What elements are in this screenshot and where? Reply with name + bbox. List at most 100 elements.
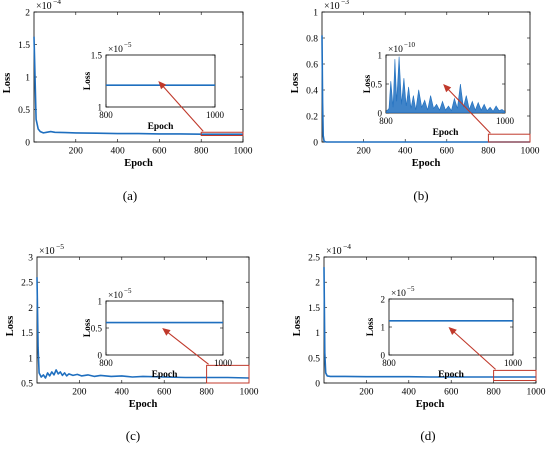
main-xtick-label: 1000 [240,388,259,398]
subplot-c: 0.5 1 1.5 2 2.5 3 200 400 600 800 1000 Epoch Loss ×10… [5,242,259,443]
main-ytick-label: 0 [25,139,30,149]
inset-plot: 0 0.5 1 800 1000 Epoch Loss ×10 −10 [363,41,515,138]
x-axis-label: Epoch [124,158,153,169]
main-xtick-label: 400 [398,147,413,157]
main-ytick-label: 2 [28,304,33,314]
inset-x-axis-label: Epoch [148,122,175,132]
zoom-arrow [166,331,209,365]
main-ytick-label: 0 [313,139,318,149]
main-xtick-label: 800 [486,388,501,398]
inset-series [386,56,505,113]
main-xtick-label: 200 [356,147,371,157]
inset-xtick-label: 800 [99,110,113,120]
y-multiplier-exponent: −4 [53,0,61,6]
inset-y-axis-label: Loss [83,71,93,90]
inset-ytick-label: 1.5 [91,51,103,61]
inset-ytick-label: 0 [381,351,386,361]
inset-xtick-label: 1000 [206,110,225,120]
zoom-arrow [452,330,496,370]
inset-y-axis-label: Loss [363,74,373,93]
main-ytick-label: 0 [315,380,320,390]
inset-x-axis-label: Epoch [152,370,179,380]
y-multiplier: ×10 −4 [36,0,61,12]
main-xtick-label: 600 [152,147,167,157]
main-xtick-label: 800 [199,388,214,398]
main-ytick-label: 1.5 [18,41,30,51]
y-multiplier-exponent: −3 [341,0,349,6]
x-axis-label: Epoch [129,399,158,410]
main-xtick-label: 800 [481,147,496,157]
inset-xtick-label: 1000 [504,358,523,368]
main-xtick-label: 1000 [527,388,546,398]
inset-y-axis-label: Loss [83,318,93,337]
subplot-caption: (d) [420,428,435,443]
inset-y-axis-label: Loss [366,317,376,336]
main-ytick-label: 0.6 [306,61,318,71]
subplot-b: 0 0.2 0.4 0.6 0.8 1 200 400 600 800 1000 Epoch Loss ×… [290,0,540,203]
subplot-caption: (c) [126,428,140,443]
y-axis-label: Loss [290,73,301,93]
zoom-window [493,369,537,381]
main-xtick-label: 200 [359,388,374,398]
inset-multiplier-base: ×10 [388,45,403,55]
loss-curve [321,35,530,143]
main-xtick-label: 800 [194,147,209,157]
inset-plot-area [105,300,224,356]
inset-xtick-label: 1000 [496,116,515,126]
inset-multiplier-exponent: −5 [124,287,132,295]
main-xtick-label: 600 [157,388,172,398]
inset-multiplier: ×10 −5 [391,285,415,299]
zoom-window [487,133,531,143]
zoom-arrow [161,85,204,132]
zoom-window [200,131,244,136]
main-ytick-label: 1.5 [21,329,33,339]
main-xtick-label: 200 [72,388,87,398]
inset-xtick-label: 1000 [214,358,233,368]
main-xtick-label: 1000 [521,147,540,157]
inset-multiplier-exponent: −5 [407,285,415,293]
y-multiplier-base: ×10 [39,246,55,257]
inset-ytick-label: 0 [98,351,103,361]
main-ytick-label: 2.5 [21,279,33,289]
inset-multiplier-exponent: −10 [404,41,415,49]
main-ytick-label: 2 [315,279,320,289]
zoom-window [206,364,250,384]
y-multiplier-base: ×10 [324,1,340,12]
main-ytick-label: 0.8 [306,35,318,45]
main-xtick-label: 400 [402,388,417,398]
inset-ytick-label: 1 [98,297,103,307]
y-axis-label: Loss [2,73,13,93]
inset-xtick-label: 800 [99,358,113,368]
inset-ytick-label: 2 [381,295,386,305]
main-xtick-label: 400 [110,147,125,157]
loss-curve [33,36,243,135]
subplot-caption: (a) [123,188,137,203]
inset-multiplier: ×10 −10 [388,41,415,55]
zoom-arrow-head [162,328,171,336]
y-multiplier-base: ×10 [36,1,52,12]
inset-multiplier-base: ×10 [108,291,123,301]
inset-plot: 0 0.5 1 800 1000 Epoch Loss ×10 −5 [83,287,233,380]
inset-multiplier-exponent: −5 [124,41,132,49]
main-xtick-label: 200 [69,147,84,157]
inset-ytick-label: 0 [378,109,383,119]
x-axis-label: Epoch [412,158,441,169]
inset-plot-area [105,54,216,108]
subplot-d: 0 0.5 1 1.5 2 2.5 200 400 600 800 1000 Epoch Loss ×10… [292,242,546,443]
main-xtick-label: 400 [115,388,130,398]
main-ytick-label: 1 [315,329,320,339]
main-ytick-label: 1 [313,9,318,19]
inset-ytick-label: 0.5 [91,324,103,334]
inset-plot: 0 1 2 800 1000 Epoch Loss ×10 −5 [366,285,523,380]
x-axis-label: Epoch [416,399,445,410]
main-ytick-label: 0.4 [306,87,318,97]
y-multiplier: ×10 −3 [324,0,349,12]
zoom-arrow-head [443,84,452,93]
main-ytick-label: 0.5 [18,106,30,116]
main-ytick-label: 1.5 [308,304,320,314]
main-xtick-label: 1000 [234,147,253,157]
main-ytick-label: 2 [25,9,30,19]
y-multiplier-exponent: −4 [343,242,351,251]
